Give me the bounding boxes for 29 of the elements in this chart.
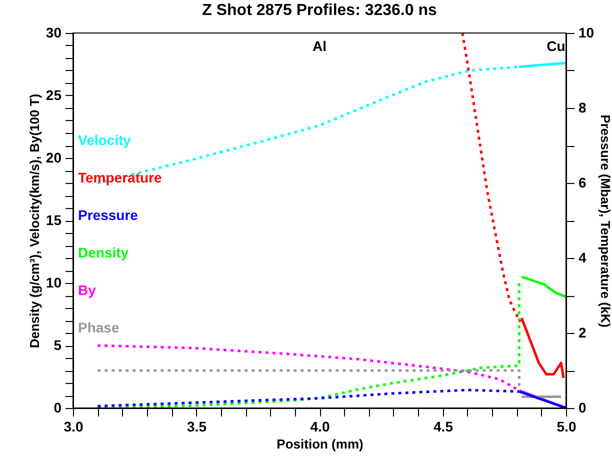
y-tick-label: 10 — [46, 274, 62, 290]
x-tick-label: 3.0 — [64, 418, 84, 434]
series-label: Velocity — [78, 132, 132, 148]
y-tick-label: 15 — [46, 212, 62, 228]
y2-tick-label: 4 — [578, 250, 586, 266]
y2-tick-label: 10 — [578, 24, 594, 40]
text: Pressure — [78, 207, 138, 223]
y-tick-label: 20 — [46, 150, 62, 166]
annotation: Cu — [546, 38, 566, 54]
text: Phase — [78, 320, 120, 336]
y-tick-label: 0 — [54, 400, 62, 416]
x-axis-title: Position (mm) — [276, 436, 364, 452]
text: Density — [78, 244, 129, 260]
y2-tick-label: 6 — [578, 174, 586, 190]
y2-tick-label: 0 — [578, 400, 586, 416]
text: By — [78, 282, 96, 298]
y-axis-title: Density (g/cm³), Velocity(km/s), By(100 T) — [26, 94, 42, 348]
x-tick-label: 4.0 — [310, 418, 330, 434]
y-tick-label: 5 — [54, 337, 62, 353]
y-tick-label: 25 — [46, 87, 62, 103]
y2-tick-label: 8 — [578, 100, 586, 116]
chart-title: Z Shot 2875 Profiles: 3236.0 ns — [202, 2, 437, 19]
annotation: Al — [312, 38, 326, 54]
y-tick-label: 30 — [46, 24, 62, 40]
x-tick-label: 5.0 — [556, 418, 576, 434]
x-tick-label: 4.5 — [434, 418, 454, 434]
y2-tick-label: 2 — [578, 324, 586, 340]
x-tick-label: 3.5 — [187, 418, 207, 434]
y2-axis-title: Pressure (Mbar), Temperature (kK) — [598, 114, 612, 328]
